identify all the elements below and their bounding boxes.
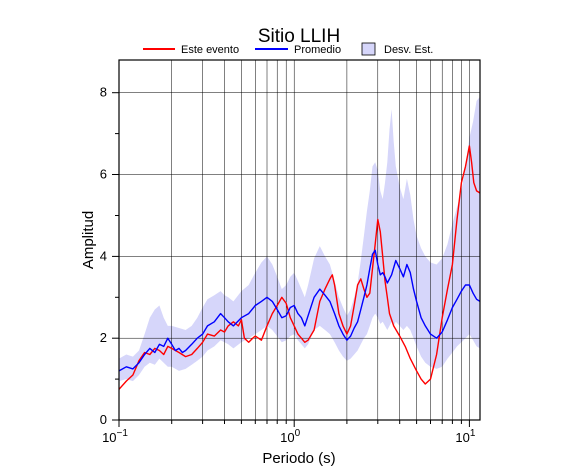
- std-dev-band: [119, 96, 480, 382]
- grid: [119, 60, 480, 420]
- legend-swatch-desv-est: [361, 42, 376, 56]
- x-tick-label: 10−1: [102, 428, 128, 445]
- legend-label-promedio: Promedio: [294, 44, 341, 56]
- legend-label-este-evento: Este evento: [181, 44, 239, 56]
- chart-title: Sitio LLIH: [258, 26, 340, 47]
- legend-label-desv-est: Desv. Est.: [384, 44, 433, 56]
- y-tick-label: 4: [100, 248, 107, 263]
- series-line-este-evento: [118, 145, 481, 390]
- axes: 10−1 100 101 0 2 4 6 8: [100, 59, 481, 445]
- y-tick-label: 2: [100, 330, 107, 345]
- y-tick-label: 6: [100, 167, 107, 182]
- legend: Este evento Promedio Desv. Est.: [143, 42, 433, 56]
- x-tick-label: 100: [280, 428, 300, 445]
- y-axis-label: Amplitud: [80, 211, 97, 269]
- plot-frame: [118, 59, 481, 421]
- series-line-promedio: [118, 249, 481, 372]
- x-axis-label: Periodo (s): [262, 450, 335, 467]
- y-tick-label: 0: [100, 412, 107, 427]
- plot-area: [118, 60, 481, 420]
- y-tick-label: 8: [100, 85, 107, 100]
- x-tick-label: 101: [455, 428, 475, 445]
